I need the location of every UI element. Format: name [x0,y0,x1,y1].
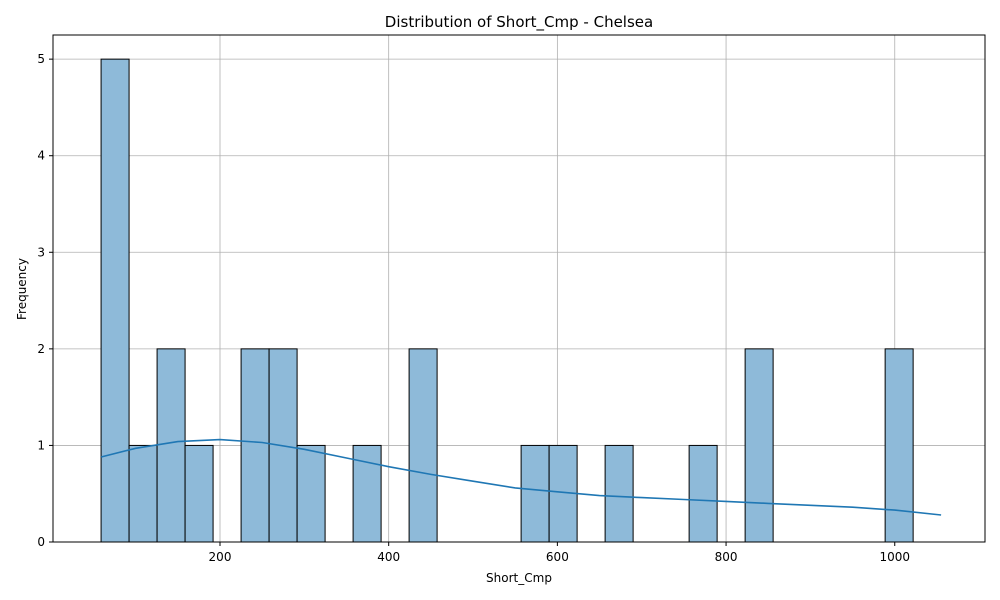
plot-frame [52,34,986,543]
histogram-bar [520,444,550,543]
y-tick-label: 4 [37,149,45,163]
x-tick-label: 1000 [879,550,910,564]
histogram-bar [100,58,130,543]
histogram-bar [744,348,774,543]
y-tick-label: 1 [37,438,45,452]
histogram-bar [240,348,270,543]
histogram-bar [296,444,326,543]
chart-title: Distribution of Short_Cmp - Chelsea [385,13,653,32]
x-tick-label: 600 [546,550,569,564]
histogram-bar [156,348,186,543]
y-tick-label: 3 [37,245,45,259]
y-tick-label: 2 [37,342,45,356]
histogram-bar [408,348,438,543]
x-tick-label: 400 [377,550,400,564]
y-tick-label: 5 [37,52,45,66]
histogram-bars [100,58,914,543]
x-tick-label: 200 [209,550,232,564]
x-axis-label: Short_Cmp [486,571,552,585]
y-tick-label: 0 [37,535,45,549]
histogram-bar [128,444,158,543]
y-axis-ticks: 0 1 2 3 4 5 [37,52,53,549]
histogram-bar [184,444,214,543]
x-tick-label: 800 [715,550,738,564]
kde-curve [100,438,942,516]
x-axis-ticks: 200 400 600 800 1000 [209,542,910,564]
y-axis-label: Frequency [15,258,29,320]
histogram-bar [604,444,634,543]
histogram-bar [688,444,718,543]
histogram-bar [884,348,914,543]
